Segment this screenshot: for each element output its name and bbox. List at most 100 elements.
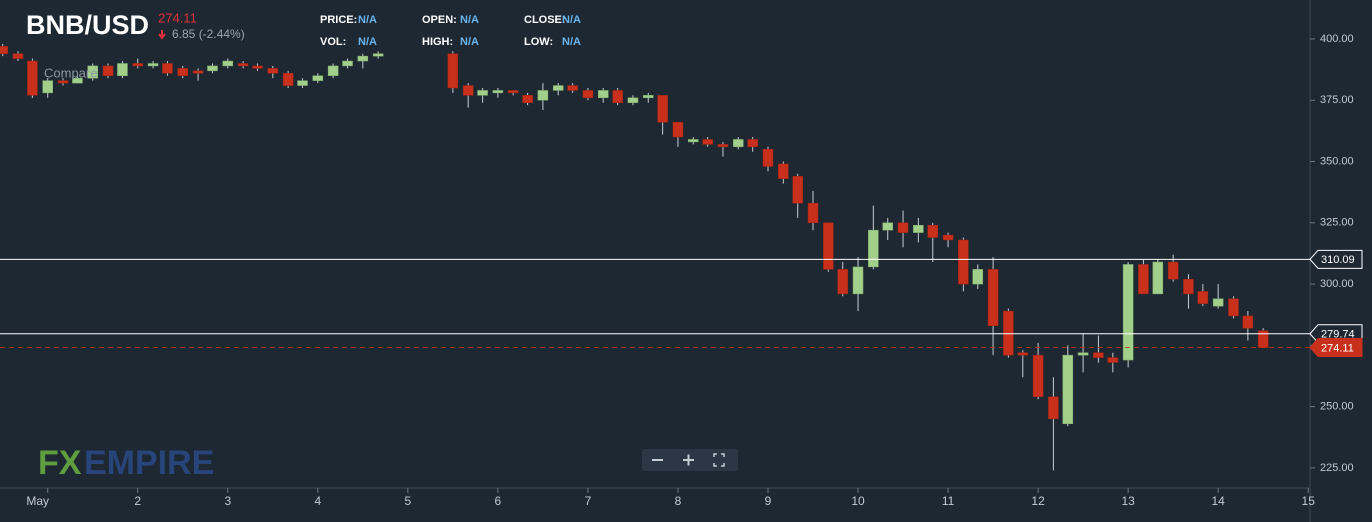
y-tick-label: 400.00 xyxy=(1320,33,1354,45)
candle-body xyxy=(942,234,954,241)
candle-body xyxy=(1062,354,1074,425)
x-tick-label: May xyxy=(26,494,49,508)
candle-body xyxy=(1257,330,1269,348)
candle-body xyxy=(27,60,38,96)
candle-body xyxy=(297,80,308,86)
candle-body xyxy=(267,68,279,74)
candle-body xyxy=(642,95,654,99)
candle-body xyxy=(237,63,249,67)
candle-body xyxy=(1077,352,1089,356)
x-tick-label: 3 xyxy=(224,494,231,508)
candle-body xyxy=(897,222,909,233)
candle-body xyxy=(657,95,668,123)
candle-body xyxy=(42,80,53,94)
x-tick-label: 14 xyxy=(1211,494,1225,508)
candle-body xyxy=(1003,310,1014,356)
candle-body xyxy=(987,269,999,326)
candle-body xyxy=(1107,357,1119,363)
y-tick-label: 375.00 xyxy=(1320,94,1354,106)
x-tick-label: 9 xyxy=(765,494,772,508)
y-tick-label: 250.00 xyxy=(1320,401,1354,413)
candle-body xyxy=(702,139,713,145)
field-value: N/A xyxy=(358,36,377,48)
candle-body xyxy=(282,73,294,86)
candle-body xyxy=(162,63,173,74)
candle-body xyxy=(882,222,893,231)
x-tick-label: 12 xyxy=(1031,494,1045,508)
field-value: N/A xyxy=(460,14,479,26)
candle-body xyxy=(837,269,848,295)
candle-body xyxy=(1167,261,1179,280)
candle-body xyxy=(717,144,729,148)
change: 6.85 (-2.44%) xyxy=(172,27,245,41)
candle-body xyxy=(87,65,98,79)
candle-body xyxy=(447,53,459,89)
candle-body xyxy=(342,60,353,67)
candle-body xyxy=(462,85,474,96)
candle-body xyxy=(972,269,984,285)
candle-body xyxy=(747,139,758,148)
candle-body xyxy=(552,85,564,91)
candle-body xyxy=(177,68,189,76)
zoom-controls xyxy=(642,449,738,471)
candle-body xyxy=(0,46,8,54)
candle-body xyxy=(72,77,83,84)
candle-body xyxy=(372,53,384,57)
candle-body xyxy=(913,224,924,233)
fullscreen[interactable] xyxy=(713,453,725,467)
candle-body xyxy=(1228,298,1239,317)
x-tick-label: 4 xyxy=(314,494,321,508)
candle-body xyxy=(612,90,623,103)
candle-body xyxy=(1152,261,1164,295)
candle-body xyxy=(477,90,488,96)
x-tick-label: 2 xyxy=(134,494,141,508)
x-tick-label: 5 xyxy=(405,494,412,508)
price-tag xyxy=(1309,249,1363,269)
candle-body xyxy=(1197,291,1209,304)
field-label: VOL: xyxy=(320,36,346,48)
candle-body xyxy=(1183,278,1194,295)
price-tag-label: 279.74 xyxy=(1321,329,1355,341)
y-tick-label: 300.00 xyxy=(1320,278,1354,290)
price-tag xyxy=(1309,338,1363,358)
y-tick-label: 225.00 xyxy=(1320,462,1354,474)
candle-body xyxy=(688,139,699,143)
candle-body xyxy=(1032,354,1044,398)
candle-body xyxy=(567,85,578,91)
candle-body xyxy=(507,90,519,94)
price-tag-label: 310.09 xyxy=(1321,254,1355,266)
candle-body xyxy=(1122,264,1134,361)
candle-body xyxy=(1138,264,1149,295)
y-tick-label: 350.00 xyxy=(1320,155,1354,167)
candle-body xyxy=(312,75,324,81)
x-tick-label: 15 xyxy=(1302,494,1316,508)
x-tick-label: 13 xyxy=(1121,494,1135,508)
last-price: 274.11 xyxy=(158,10,197,25)
candle-body xyxy=(627,97,639,103)
field-label: OPEN: xyxy=(422,14,457,26)
field-label: PRICE: xyxy=(320,14,357,26)
field-label: LOW: xyxy=(524,36,553,48)
candle-body xyxy=(327,65,339,76)
candle-body xyxy=(117,63,128,76)
candle-body xyxy=(807,202,819,224)
candle-body xyxy=(57,80,69,84)
candle-body xyxy=(222,60,234,67)
price-tag-label: 274.11 xyxy=(1321,342,1354,354)
y-tick-label: 325.00 xyxy=(1320,217,1354,229)
candle-body xyxy=(252,65,263,69)
candle-body xyxy=(778,163,789,179)
candle-body xyxy=(357,55,369,62)
candle-body xyxy=(868,229,879,268)
candle-body xyxy=(582,90,594,99)
zoom-in[interactable] xyxy=(683,454,694,466)
candle-body xyxy=(672,122,684,138)
compare-button[interactable]: Compare xyxy=(44,65,97,80)
candle-body xyxy=(207,65,218,72)
candle-body xyxy=(733,139,744,148)
candle-body xyxy=(762,149,774,167)
candle-body xyxy=(132,63,144,67)
candle-body xyxy=(192,70,204,74)
field-value: N/A xyxy=(562,14,581,26)
x-tick-label: 6 xyxy=(495,494,502,508)
